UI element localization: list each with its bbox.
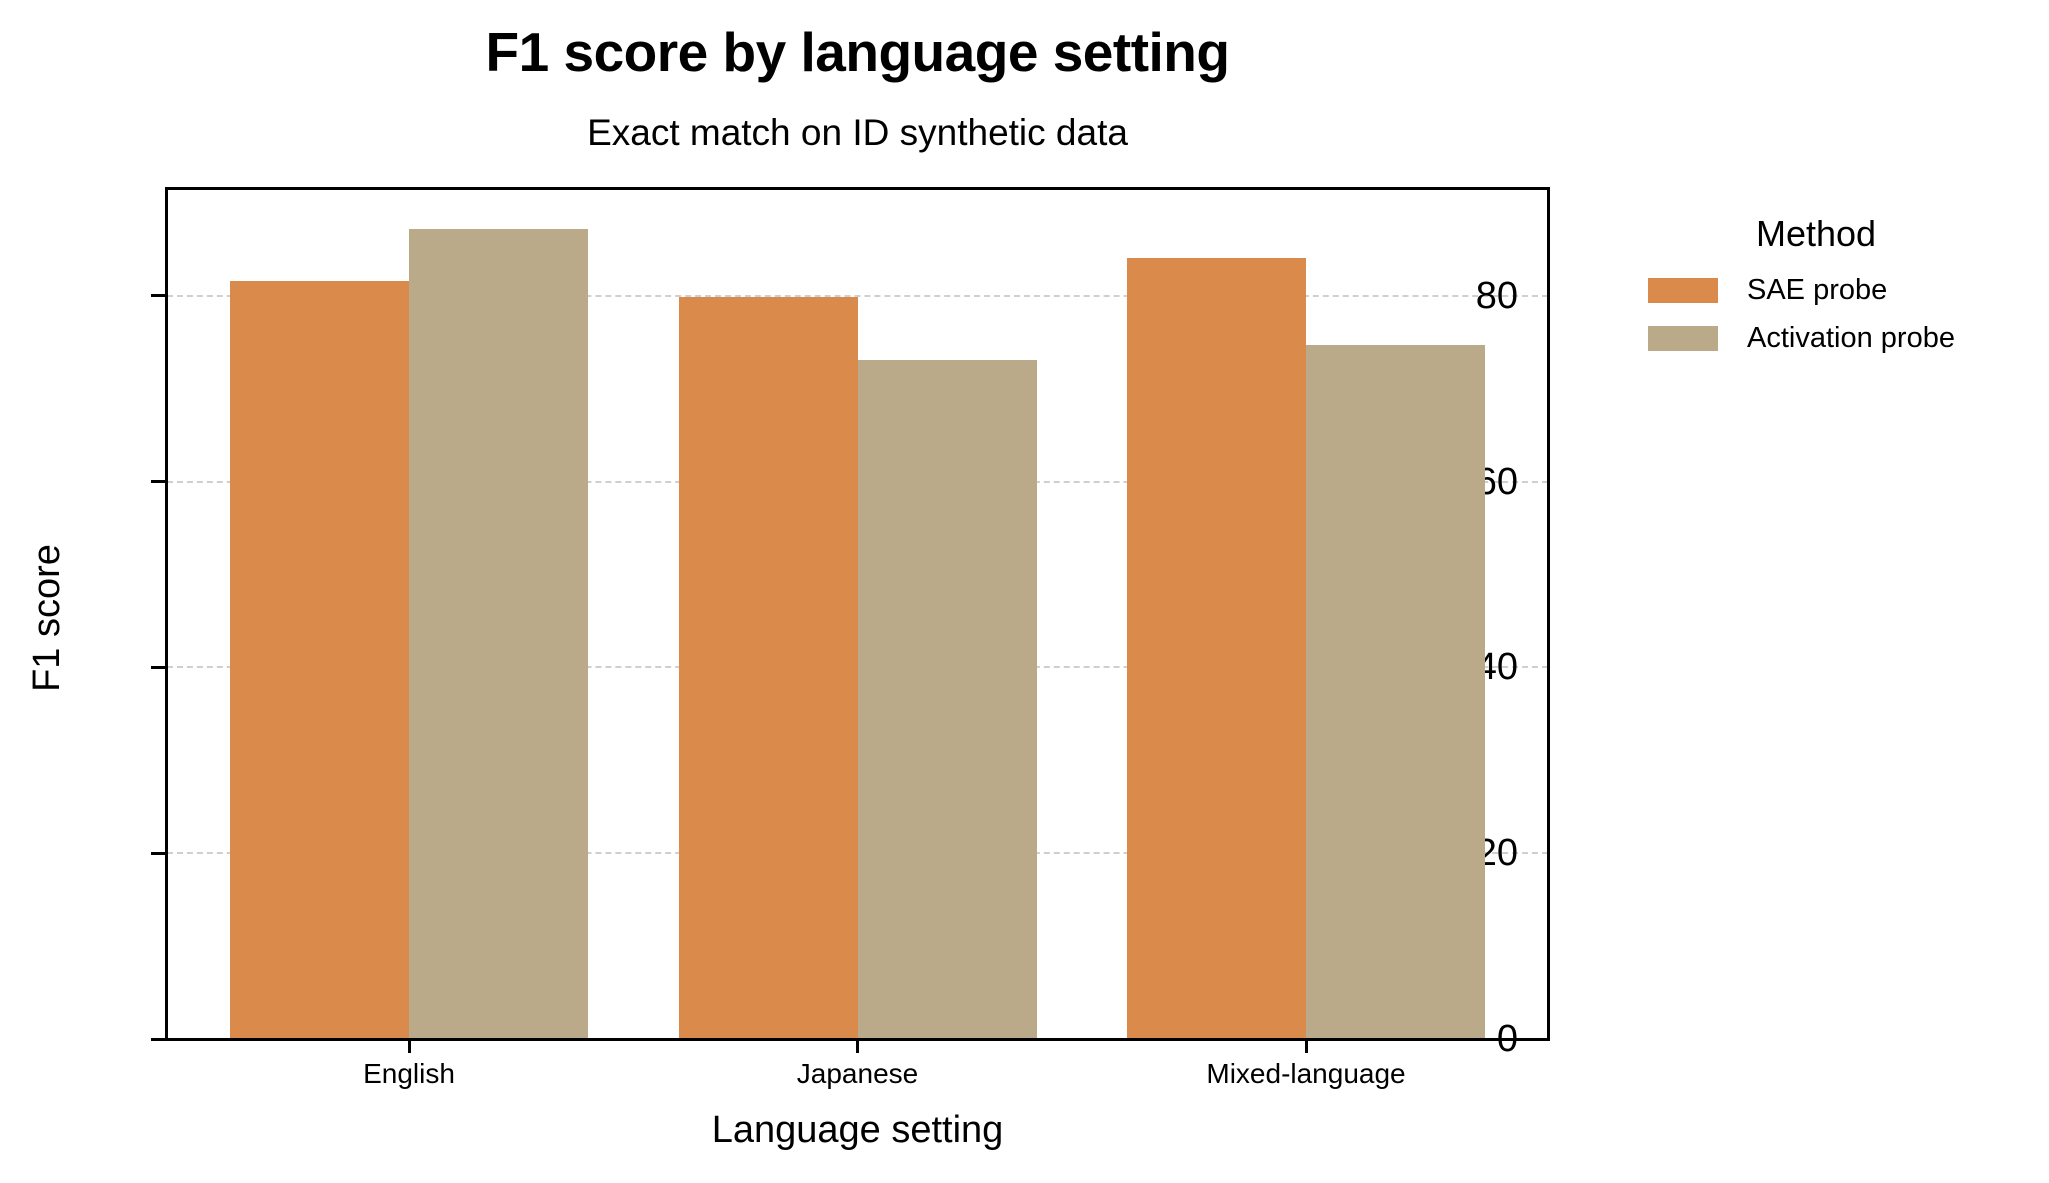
legend-label: Activation probe: [1747, 322, 1955, 354]
x-tick-label: Mixed-language: [1206, 1058, 1406, 1089]
x-tick-mark: [407, 1039, 411, 1053]
x-tick-label: Japanese: [796, 1058, 919, 1089]
bar-sae-probe-mixed-language: [1127, 257, 1306, 1039]
bar-activation-probe-english: [409, 228, 588, 1039]
bar-sae-probe-japanese: [678, 296, 858, 1039]
gridline: [167, 294, 1548, 297]
legend-label: SAE probe: [1747, 274, 1888, 306]
x-tick-mark: [1304, 1039, 1308, 1053]
x-axis-label: Language setting: [711, 1109, 1004, 1151]
y-tick-mark: [151, 294, 165, 298]
y-tick-mark: [151, 665, 165, 669]
chart-subtitle: Exact match on ID synthetic data: [587, 112, 1128, 153]
y-tick-label: 80: [1475, 274, 1518, 317]
plot-area: 0 20 40 60 80 English Japanese Mixed-language: [151, 187, 1550, 1089]
bar-sae-probe-english: [230, 280, 409, 1039]
legend-swatch-sae-probe: [1648, 278, 1718, 303]
y-tick-mark: [151, 851, 165, 855]
y-axis-label: F1 score: [26, 544, 68, 692]
legend-swatch-activation-probe: [1648, 326, 1718, 351]
y-tick-mark: [151, 480, 165, 484]
chart-title: F1 score by language setting: [485, 21, 1230, 83]
y-tick-mark: [151, 1037, 165, 1041]
bar-activation-probe-japanese: [857, 359, 1037, 1039]
x-tick-label: English: [363, 1058, 455, 1089]
bar-activation-probe-mixed-language: [1306, 345, 1485, 1039]
legend: Method SAE probe Activation probe: [1640, 212, 2049, 362]
legend-title: Method: [1756, 213, 1877, 254]
x-tick-mark: [856, 1039, 859, 1053]
